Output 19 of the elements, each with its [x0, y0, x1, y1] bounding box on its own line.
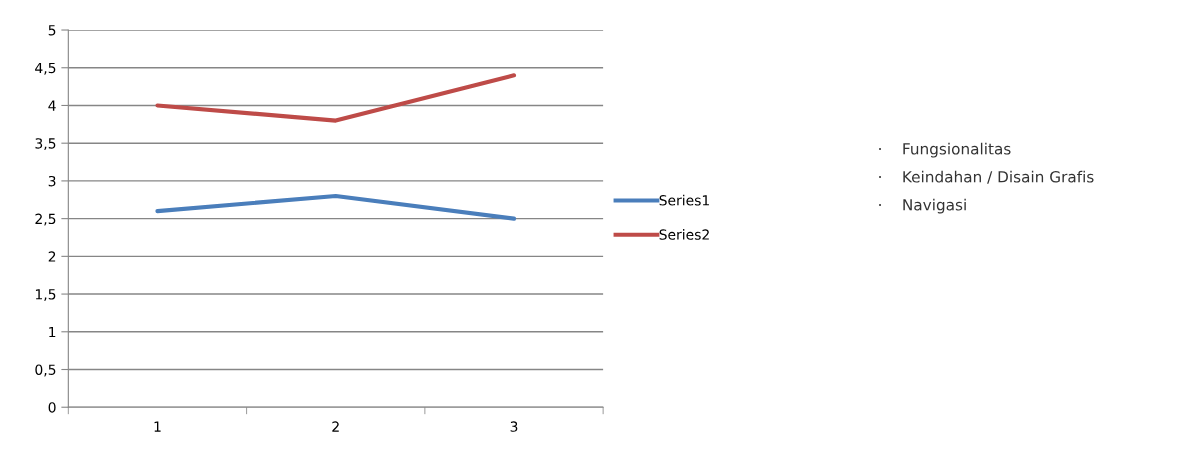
text: · Fungsionalitas — [879, 142, 1011, 158]
y-tick-label: 4 — [48, 100, 56, 111]
y-tick-label: 0,5 — [35, 364, 56, 377]
y-tick-label: 0 — [48, 402, 56, 413]
y-tick-label: 1 — [49, 326, 56, 338]
y-tick-label: 2,5 — [35, 213, 56, 226]
x-tick-label: 1 — [154, 421, 161, 432]
text: · Navigasi — [879, 198, 966, 214]
text: · Keindahan / Disain Grafis — [879, 170, 1094, 184]
legend-label: Series2 — [659, 229, 709, 240]
x-tick-label: 2 — [332, 421, 339, 432]
x-tick-label: 3 — [510, 421, 518, 432]
y-tick-label: 3,5 — [35, 138, 56, 151]
y-tick-label: 1,5 — [35, 289, 56, 301]
y-tick-label: 3 — [48, 175, 56, 187]
y-tick-label: 2 — [48, 251, 56, 262]
y-tick-label: 5 — [48, 25, 56, 36]
legend-label: Series1 — [659, 194, 709, 206]
y-tick-label: 4,5 — [35, 62, 56, 75]
